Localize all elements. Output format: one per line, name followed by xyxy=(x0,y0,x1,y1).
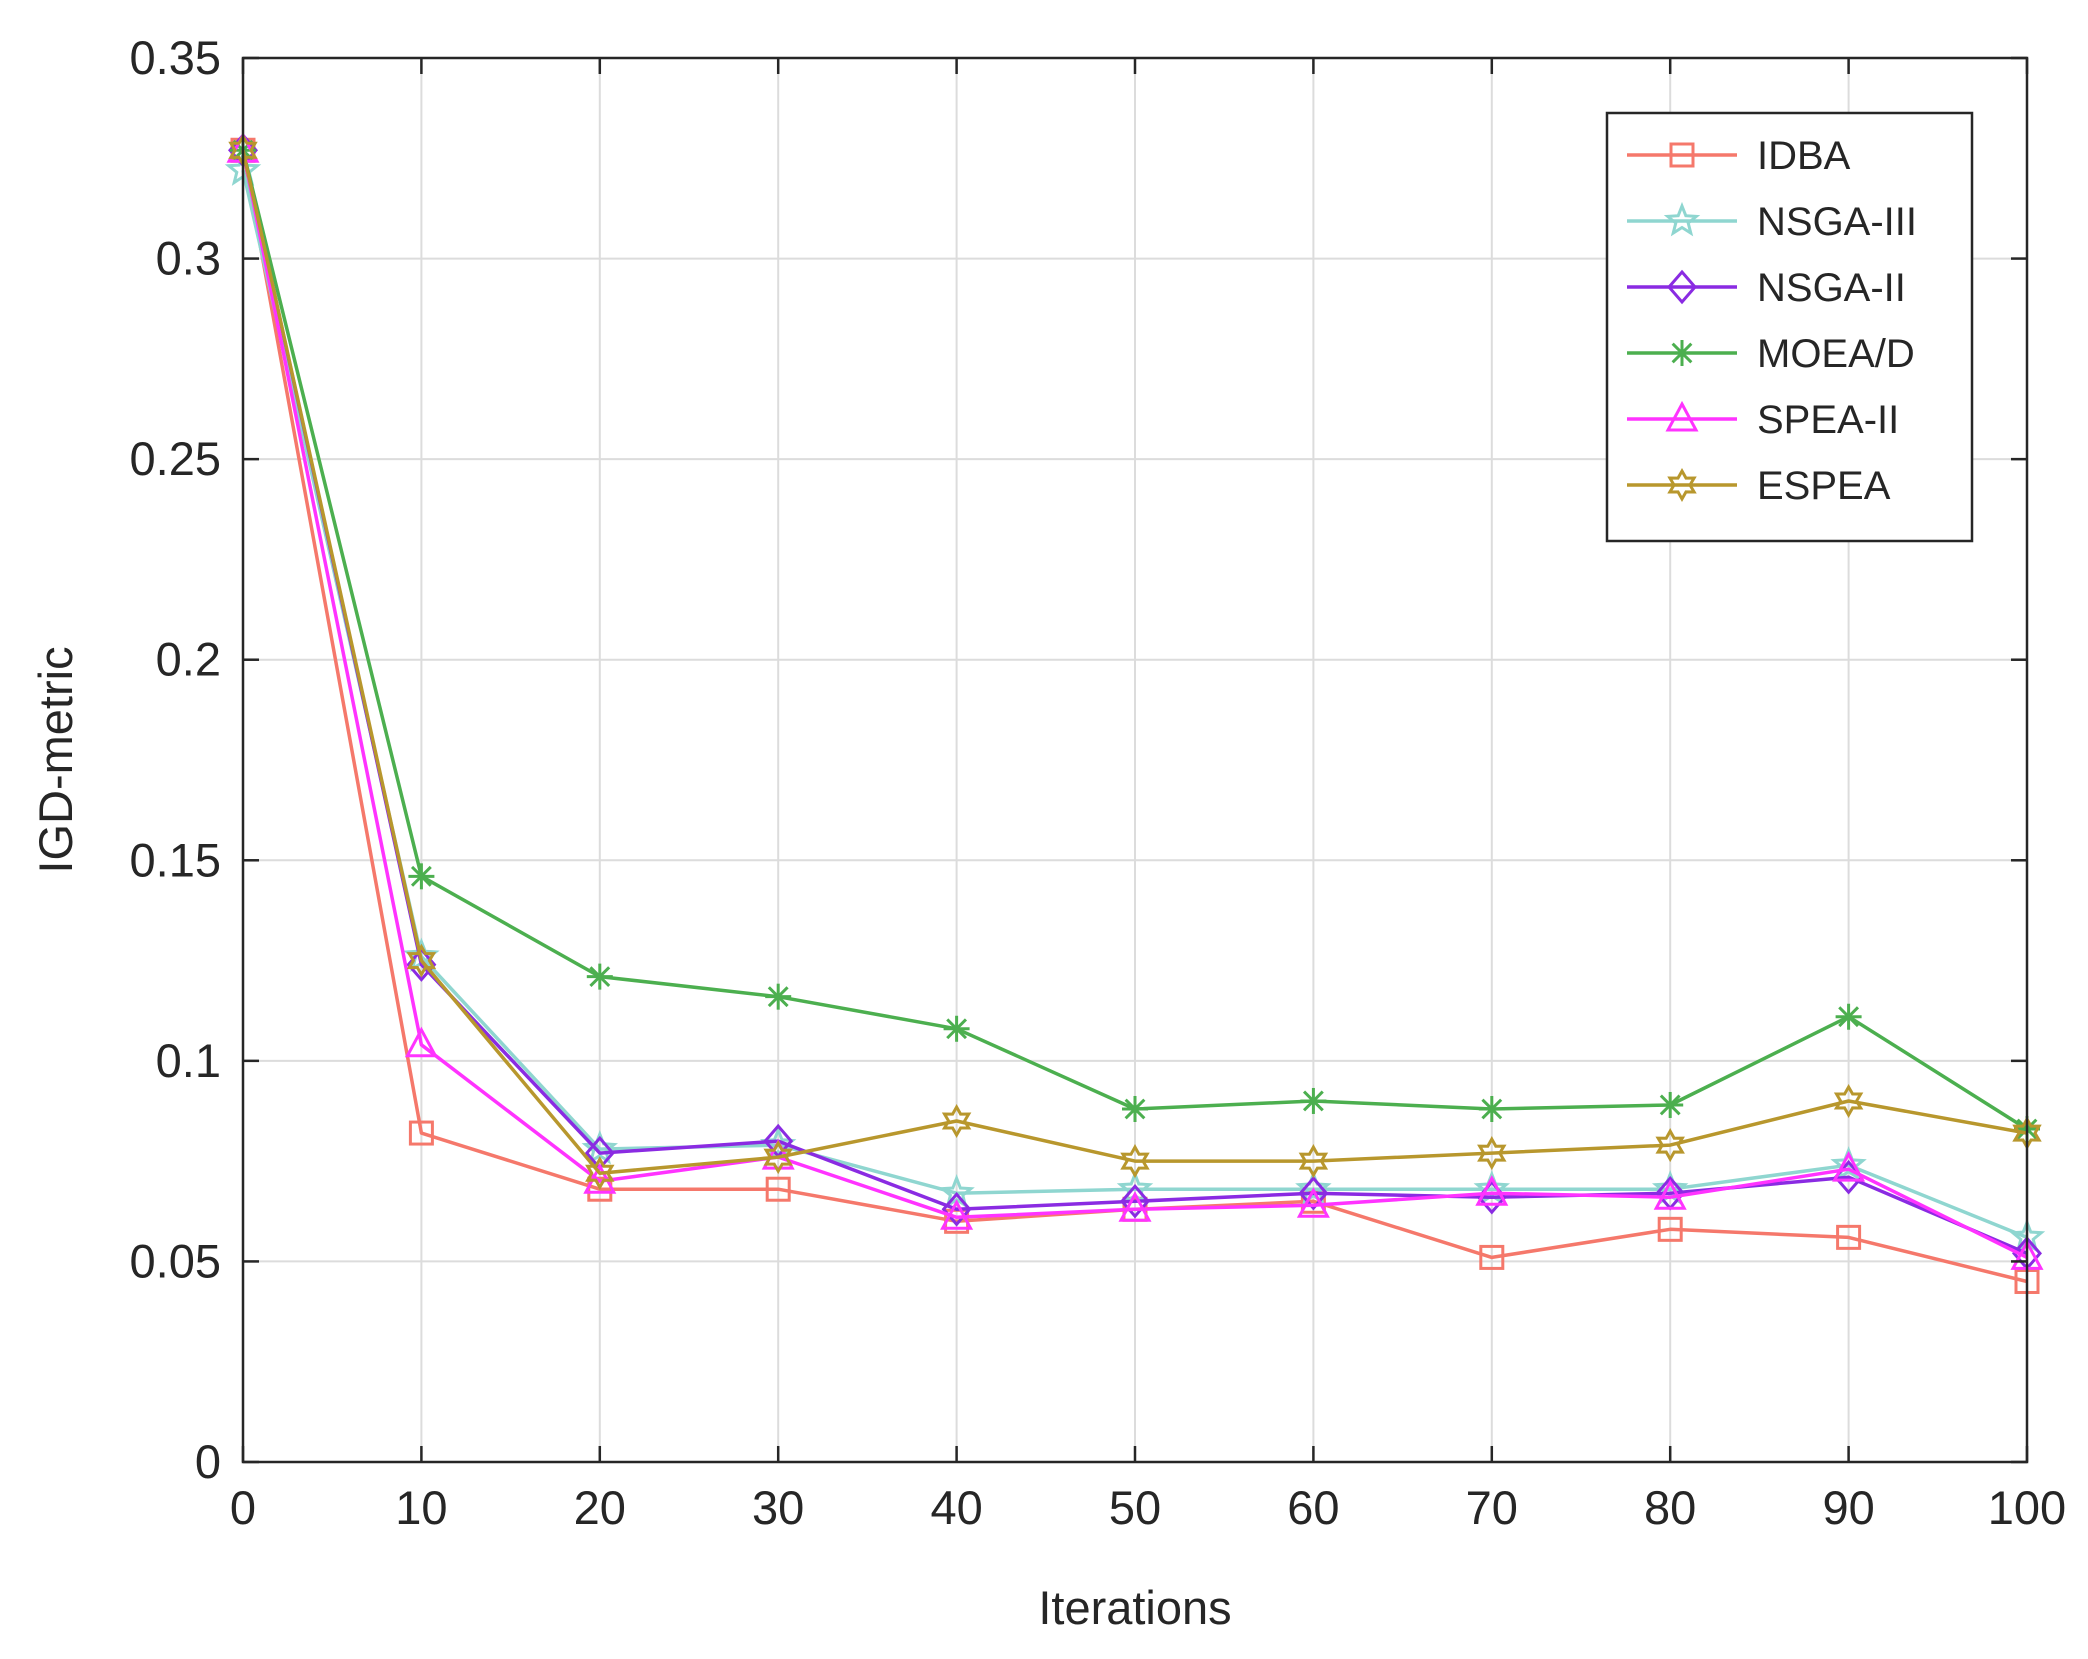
data-point-idba xyxy=(1657,1216,1683,1242)
data-point-nsga-iii xyxy=(1830,1146,1867,1181)
data-point-moea-d-stroke xyxy=(946,1018,968,1040)
data-point-moea-d xyxy=(1300,1087,1327,1114)
data-point-spea-ii xyxy=(1475,1175,1509,1206)
legend-item-idba: IDBA xyxy=(1627,134,1851,178)
data-point-moea-d-stroke xyxy=(1838,1006,1860,1028)
data-point-moea-d-stroke xyxy=(1659,1094,1681,1116)
data-point-idba xyxy=(1479,1244,1505,1270)
x-tick-label: 20 xyxy=(574,1481,626,1534)
legend-swatch-marker xyxy=(1665,400,1699,432)
data-point-nsga-ii xyxy=(1120,1183,1150,1219)
data-point-spea-ii xyxy=(1118,1191,1152,1222)
data-point-spea-ii xyxy=(1653,1179,1687,1210)
data-point-idba xyxy=(1836,1224,1862,1250)
data-point-moea-d xyxy=(1122,1095,1148,1122)
data-point-spea-ii xyxy=(1296,1187,1330,1218)
data-point-moea-d xyxy=(408,863,435,890)
ticks: 0 10 20 30 40 50 60 70 80 90 100 0 0.05 0.1 0.15 0.2 0.2… xyxy=(130,31,2067,1534)
data-point-espea xyxy=(763,1140,793,1175)
data-point-moea-d-stroke xyxy=(1124,1098,1146,1120)
legend-item-spea-ii: SPEA-II xyxy=(1627,398,1899,442)
data-point-moea-d xyxy=(765,983,792,1010)
data-point-moea-d-stroke xyxy=(1302,1090,1324,1112)
x-tick-label: 40 xyxy=(930,1481,982,1534)
data-point-moea-d xyxy=(943,1015,970,1042)
data-point-espea xyxy=(941,1103,972,1139)
y-tick-label: 0.1 xyxy=(156,1034,221,1087)
series-line-spea-ii xyxy=(241,149,2028,1259)
legend-label: NSGA-III xyxy=(1757,200,1917,244)
y-tick-label: 0.35 xyxy=(130,31,221,84)
legend-label: IDBA xyxy=(1757,134,1851,178)
legend-label: NSGA-II xyxy=(1757,266,1906,310)
data-point-espea xyxy=(1833,1083,1864,1119)
y-tick-label: 0.15 xyxy=(130,833,221,886)
legend-label: MOEA/D xyxy=(1757,332,1915,376)
data-point-nsga-ii xyxy=(1298,1175,1329,1211)
data-point-espea xyxy=(1120,1144,1150,1179)
data-point-moea-d-stroke xyxy=(410,865,432,887)
y-tick-label: 0.2 xyxy=(156,633,221,686)
data-point-idba xyxy=(408,1120,434,1146)
data-point-moea-d xyxy=(1657,1091,1684,1118)
data-point-spea-ii xyxy=(940,1199,974,1230)
x-tick-label: 50 xyxy=(1109,1481,1161,1534)
x-tick-label: 70 xyxy=(1466,1481,1518,1534)
y-axis-label: IGD-metric xyxy=(29,646,82,873)
x-tick-label: 10 xyxy=(395,1481,447,1534)
data-point-moea-d-stroke xyxy=(1481,1098,1503,1120)
data-point-moea-d-stroke xyxy=(589,966,611,988)
legend: IDBA NSGA-III NSGA-II MOEA/D SPEA-II ESPEA xyxy=(1605,111,1974,543)
data-point-espea xyxy=(1298,1144,1329,1179)
data-point-moea-d xyxy=(1835,1003,1862,1030)
data-point-moea-d xyxy=(1478,1095,1505,1122)
y-tick-label: 0.3 xyxy=(156,232,221,285)
data-point-espea xyxy=(585,1156,615,1191)
data-point-espea xyxy=(406,943,437,978)
x-tick-label: 80 xyxy=(1644,1481,1696,1534)
legend-swatch-marker xyxy=(1667,269,1697,305)
series-line-espea xyxy=(241,149,2028,1175)
legend-swatch-marker xyxy=(1663,201,1701,237)
legend-item-espea: ESPEA xyxy=(1627,464,1891,508)
legend-swatch-marker-stroke xyxy=(1671,342,1693,364)
y-tick-label: 0.05 xyxy=(130,1234,221,1287)
data-point-espea xyxy=(1655,1128,1685,1163)
series-line-nsga-iii xyxy=(241,169,2028,1240)
legend-box xyxy=(1605,111,1974,543)
x-axis-label: Iterations xyxy=(1038,1581,1231,1634)
x-tick-label: 60 xyxy=(1287,1481,1339,1534)
data-point-nsga-iii xyxy=(581,1129,619,1165)
data-point-idba xyxy=(765,1176,791,1202)
legend-label: ESPEA xyxy=(1757,464,1891,508)
x-tick-label: 0 xyxy=(230,1481,256,1534)
data-point-moea-d xyxy=(586,963,613,990)
legend-swatch-marker xyxy=(1669,340,1695,366)
x-tick-label: 30 xyxy=(752,1481,804,1534)
legend-item-nsga-ii: NSGA-II xyxy=(1627,266,1906,310)
data-point-nsga-ii xyxy=(941,1191,972,1227)
y-tick-label: 0.25 xyxy=(130,432,221,485)
data-point-spea-ii xyxy=(404,1026,438,1058)
y-tick-label: 0 xyxy=(195,1435,221,1488)
legend-item-moea-d: MOEA/D xyxy=(1627,332,1915,376)
x-tick-label: 100 xyxy=(1988,1481,2066,1534)
data-point-espea xyxy=(1477,1136,1507,1171)
x-tick-label: 90 xyxy=(1822,1481,1874,1534)
legend-swatch-marker xyxy=(1669,142,1695,168)
legend-label: SPEA-II xyxy=(1757,398,1899,442)
legend-item-nsga-iii: NSGA-III xyxy=(1627,200,1917,244)
data-point-nsga-iii xyxy=(1295,1170,1332,1205)
data-point-spea-ii xyxy=(1832,1151,1866,1182)
data-point-moea-d-stroke xyxy=(767,986,789,1008)
legend-swatch-marker xyxy=(1667,467,1697,503)
